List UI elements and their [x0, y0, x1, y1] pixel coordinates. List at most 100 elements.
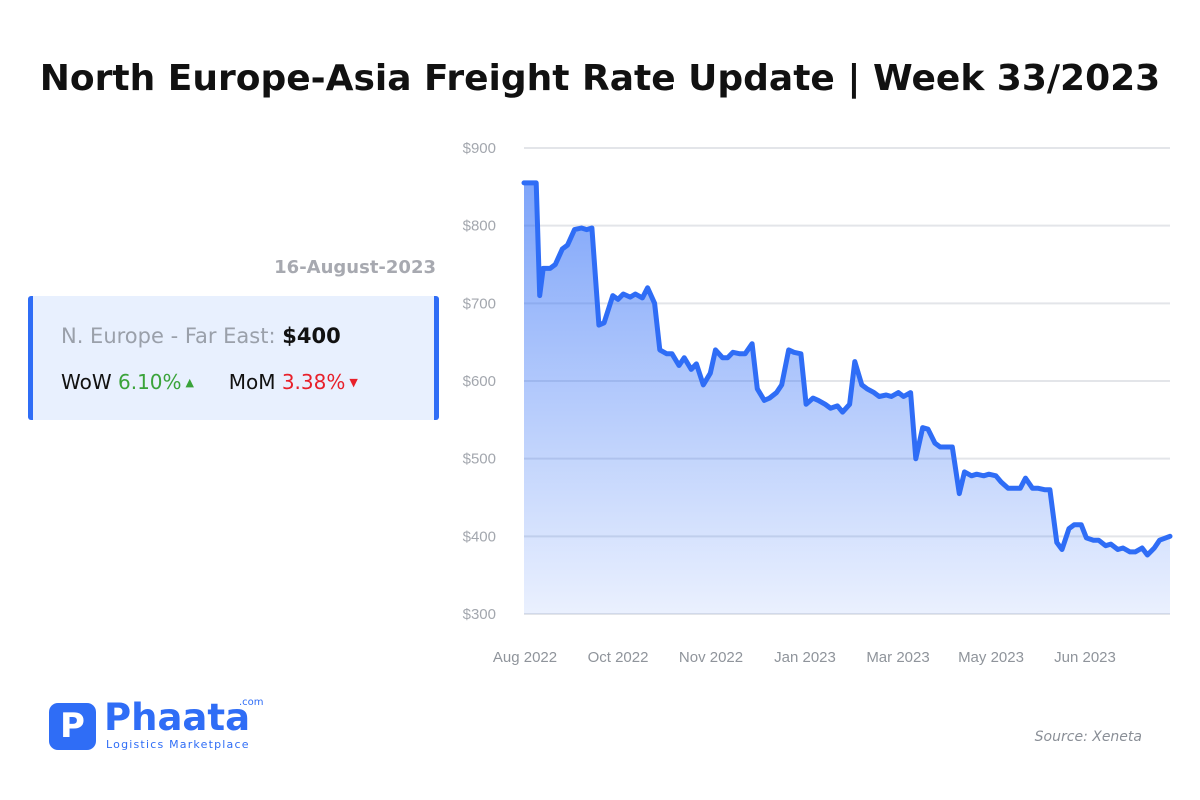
- data-point: [714, 348, 717, 351]
- data-point: [702, 383, 705, 386]
- data-point: [939, 446, 942, 448]
- data-point: [751, 342, 754, 345]
- data-point: [1073, 523, 1076, 526]
- x-tick-label: May 2023: [958, 649, 1024, 666]
- data-point: [836, 404, 839, 407]
- data-point: [817, 399, 820, 402]
- data-point: [726, 356, 729, 359]
- data-point: [775, 391, 778, 394]
- data-point: [853, 360, 856, 363]
- data-point: [1055, 541, 1058, 544]
- data-point: [641, 296, 644, 299]
- data-point: [897, 391, 900, 394]
- data-point: [792, 351, 795, 354]
- data-point: [866, 387, 868, 390]
- data-point: [763, 399, 766, 402]
- data-point: [1141, 547, 1144, 549]
- data-point: [824, 403, 827, 406]
- data-point: [1109, 543, 1112, 546]
- data-point: [617, 298, 619, 301]
- logo-tagline: Logistics Marketplace: [106, 738, 250, 751]
- y-tick-label: $700: [463, 295, 496, 312]
- data-point: [646, 286, 649, 289]
- mom-value: 3.38%: [281, 370, 346, 394]
- rate-change-line: WoW 6.10% ▲ MoM 3.38% ▼: [61, 370, 358, 394]
- data-point: [622, 293, 625, 295]
- series-line: [521, 180, 1173, 558]
- data-point: [678, 364, 680, 367]
- x-tick-label: Nov 2022: [679, 649, 743, 666]
- data-point: [994, 474, 997, 477]
- x-axis: Aug 2022 Oct 2022 Nov 2022 Jan 2023 Mar 2023…: [493, 649, 1116, 666]
- data-point: [780, 383, 783, 386]
- data-point: [987, 473, 990, 476]
- y-tick-label: $600: [463, 373, 496, 390]
- x-tick-label: Aug 2022: [493, 649, 557, 666]
- data-point: [1061, 548, 1063, 551]
- data-point: [805, 403, 808, 406]
- logo-mark-letter: P: [60, 706, 85, 746]
- data-point: [1097, 539, 1100, 542]
- data-point: [829, 407, 832, 410]
- data-point: [1080, 523, 1083, 526]
- wow-value: 6.10%: [117, 370, 182, 394]
- data-point: [597, 324, 600, 327]
- route-rate-value: $400: [282, 324, 341, 348]
- data-point: [1019, 487, 1022, 490]
- x-tick-label: Jun 2023: [1054, 649, 1116, 666]
- data-point: [812, 397, 814, 400]
- data-point: [914, 457, 917, 460]
- data-point: [1134, 550, 1137, 553]
- data-point: [1153, 547, 1156, 549]
- data-point: [603, 321, 606, 324]
- data-point: [535, 181, 538, 184]
- data-point: [683, 356, 686, 359]
- data-point: [1000, 481, 1003, 483]
- area-fill: [524, 182, 1170, 614]
- x-tick-label: Mar 2023: [866, 649, 929, 666]
- data-point: [658, 348, 661, 351]
- data-point: [629, 296, 632, 299]
- x-tick-label: Jan 2023: [774, 649, 836, 666]
- data-points: [523, 181, 1171, 556]
- data-point: [902, 395, 905, 398]
- phaata-logo[interactable]: P Phaata .com Logistics Marketplace: [49, 696, 279, 758]
- data-point: [634, 293, 637, 295]
- data-point: [1048, 488, 1051, 491]
- data-point: [566, 244, 569, 247]
- data-point: [1104, 544, 1107, 547]
- data-point: [690, 368, 693, 371]
- data-point: [1024, 477, 1027, 480]
- triangle-up-icon: ▲: [185, 376, 194, 389]
- data-point: [1129, 550, 1131, 553]
- y-tick-label: $800: [463, 218, 496, 235]
- y-tick-label: $900: [463, 140, 496, 157]
- source-note: Source: Xeneta: [1034, 729, 1142, 745]
- data-point: [799, 352, 802, 355]
- y-tick-label: $500: [463, 451, 496, 468]
- data-point: [946, 446, 949, 448]
- route-rate-line: N. Europe - Far East: $400: [61, 324, 341, 348]
- y-tick-label: $300: [463, 606, 496, 623]
- data-point: [1122, 547, 1124, 549]
- data-point: [1092, 539, 1095, 542]
- wow-label: WoW: [61, 370, 112, 394]
- data-point: [731, 351, 734, 354]
- data-point: [554, 263, 557, 266]
- data-point: [1158, 539, 1161, 542]
- data-point: [542, 267, 545, 270]
- data-point: [585, 228, 588, 231]
- data-point: [1031, 487, 1034, 490]
- data-point: [1146, 554, 1149, 556]
- data-point: [744, 352, 747, 355]
- data-point: [848, 403, 851, 406]
- page-title: North Europe-Asia Freight Rate Update | …: [39, 58, 1161, 99]
- data-point: [1036, 487, 1039, 490]
- data-point: [927, 428, 929, 431]
- data-point: [890, 395, 893, 398]
- data-point: [1007, 487, 1010, 490]
- data-point: [1169, 535, 1171, 538]
- data-point: [841, 411, 844, 414]
- route-label: N. Europe - Far East:: [61, 324, 276, 348]
